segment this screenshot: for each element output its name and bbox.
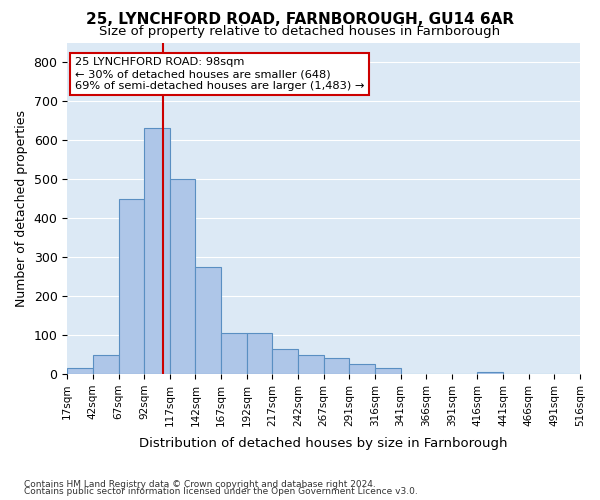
Bar [119, 198, 144, 374]
Y-axis label: Number of detached properties: Number of detached properties [15, 110, 28, 307]
Bar [478, 372, 503, 374]
Bar [144, 128, 170, 374]
Bar [298, 354, 323, 374]
Bar [323, 358, 349, 374]
Bar [247, 333, 272, 374]
Bar [196, 267, 221, 374]
Bar [272, 348, 298, 374]
Text: 25 LYNCHFORD ROAD: 98sqm
← 30% of detached houses are smaller (648)
69% of semi-: 25 LYNCHFORD ROAD: 98sqm ← 30% of detach… [75, 58, 364, 90]
Text: Contains public sector information licensed under the Open Government Licence v3: Contains public sector information licen… [24, 488, 418, 496]
Text: 25, LYNCHFORD ROAD, FARNBOROUGH, GU14 6AR: 25, LYNCHFORD ROAD, FARNBOROUGH, GU14 6A… [86, 12, 514, 28]
Text: Size of property relative to detached houses in Farnborough: Size of property relative to detached ho… [100, 25, 500, 38]
X-axis label: Distribution of detached houses by size in Farnborough: Distribution of detached houses by size … [139, 437, 508, 450]
Bar [349, 364, 375, 374]
Bar [67, 368, 93, 374]
Bar [375, 368, 401, 374]
Text: Contains HM Land Registry data © Crown copyright and database right 2024.: Contains HM Land Registry data © Crown c… [24, 480, 376, 489]
Bar [170, 179, 196, 374]
Bar [221, 333, 247, 374]
Bar [93, 354, 119, 374]
